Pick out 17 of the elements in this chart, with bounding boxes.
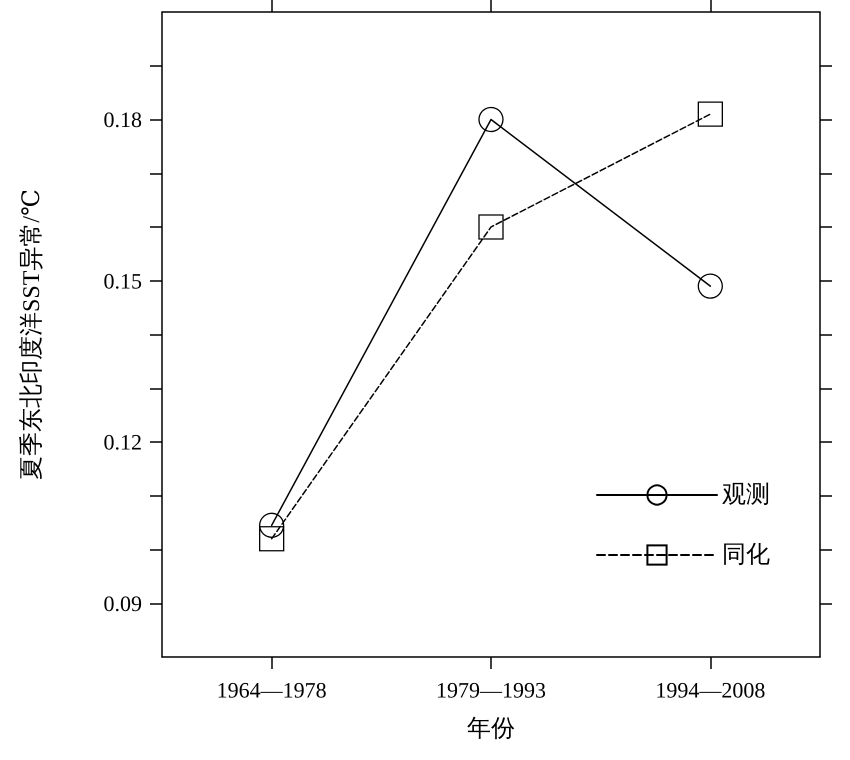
- y-axis-title: 夏季东北印度洋SST异常/℃: [18, 189, 45, 480]
- y-tick-label: 0.15: [104, 268, 142, 294]
- point: [478, 106, 504, 132]
- point: [698, 101, 723, 127]
- x-tick-label: 1979—1993: [436, 678, 546, 702]
- legend-label: 同化: [722, 542, 770, 568]
- point: [259, 526, 284, 552]
- point: [478, 214, 504, 240]
- legend-label: 观测: [722, 482, 770, 508]
- point: [259, 512, 284, 538]
- x-axis-title: 年份: [467, 716, 515, 742]
- point: [698, 273, 723, 299]
- x-tick-label: 1964—1978: [216, 678, 327, 702]
- y-tick-label: 0.09: [104, 590, 142, 616]
- y-tick-label: 0.18: [104, 107, 142, 132]
- y-tick-label: 0.12: [104, 430, 142, 454]
- x-tick-label: 1994—2008: [655, 678, 766, 702]
